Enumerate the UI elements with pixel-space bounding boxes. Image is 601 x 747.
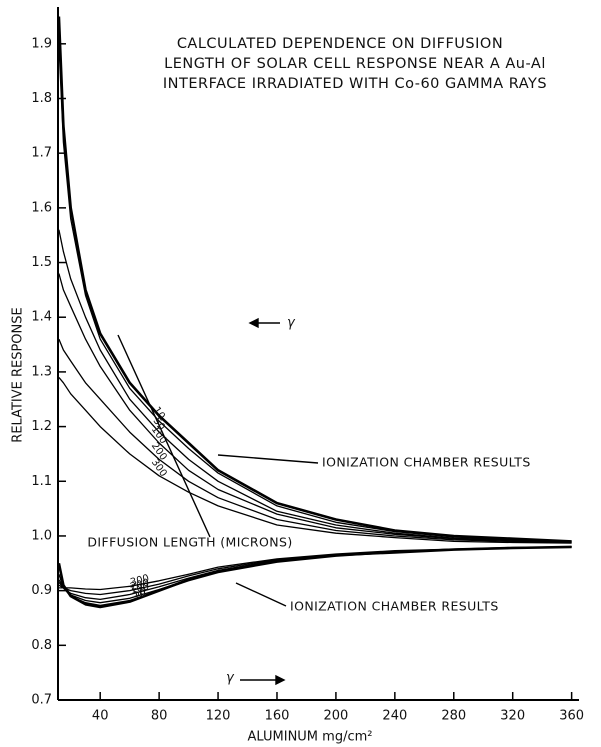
y-tick-label: 0.8 xyxy=(31,638,52,653)
leader xyxy=(235,582,287,607)
y-tick-label: 1.4 xyxy=(31,310,52,325)
series-line xyxy=(58,229,572,543)
y-tick-label: 1.7 xyxy=(31,146,52,161)
x-tick-label: 280 xyxy=(441,709,466,724)
x-tick-label: 200 xyxy=(324,709,349,724)
y-tick-label: 1.5 xyxy=(31,255,52,270)
x-axis-label: ALUMINUM mg/cm² xyxy=(248,730,373,745)
annotation: γ xyxy=(287,316,296,331)
y-tick-label: 1.1 xyxy=(31,474,52,489)
series-label: IONIZATION CHAMBER RESULTS xyxy=(322,455,531,470)
x-tick-label: 40 xyxy=(92,709,109,724)
series-label: 200 xyxy=(129,577,150,593)
arrowhead xyxy=(275,674,286,686)
y-tick-label: 0.7 xyxy=(31,693,52,708)
x-tick-label: 360 xyxy=(559,709,584,724)
series-line xyxy=(58,338,572,544)
y-tick-label: 1.2 xyxy=(31,419,52,434)
y-axis-label: RELATIVE RESPONSE xyxy=(11,307,26,442)
x-tick-label: 240 xyxy=(382,709,407,724)
x-tick-label: 320 xyxy=(500,709,525,724)
leader xyxy=(217,454,319,464)
series-line xyxy=(58,546,572,591)
series-label: 300 xyxy=(129,573,150,589)
y-tick-label: 1.3 xyxy=(31,364,52,379)
x-tick-label: 80 xyxy=(151,709,168,724)
y-tick-label: 1.8 xyxy=(31,91,52,106)
series-label: 300 xyxy=(149,457,169,479)
chart-title: LENGTH OF SOLAR CELL RESPONSE NEAR A Au-… xyxy=(164,56,546,72)
chart-title: INTERFACE IRRADIATED WITH Co-60 GAMMA RA… xyxy=(163,76,547,92)
arrowhead xyxy=(248,317,259,329)
series-line xyxy=(58,273,572,544)
x-tick-label: 120 xyxy=(206,709,231,724)
series-line xyxy=(58,376,572,544)
chart-title: CALCULATED DEPENDENCE ON DIFFUSION xyxy=(177,36,503,52)
series-label: IONIZATION CHAMBER RESULTS xyxy=(290,599,499,614)
arrows xyxy=(117,317,319,686)
y-tick-label: 1.6 xyxy=(31,200,52,215)
series-line xyxy=(57,16,572,543)
series-line xyxy=(58,43,572,543)
x-tick-label: 160 xyxy=(265,709,290,724)
annotation: γ xyxy=(226,671,235,686)
y-tick-label: 1.9 xyxy=(31,36,52,51)
annotation: DIFFUSION LENGTH (MICRONS) xyxy=(87,535,292,550)
y-tick-label: 0.9 xyxy=(31,583,52,598)
y-tick-label: 1.0 xyxy=(31,528,52,543)
